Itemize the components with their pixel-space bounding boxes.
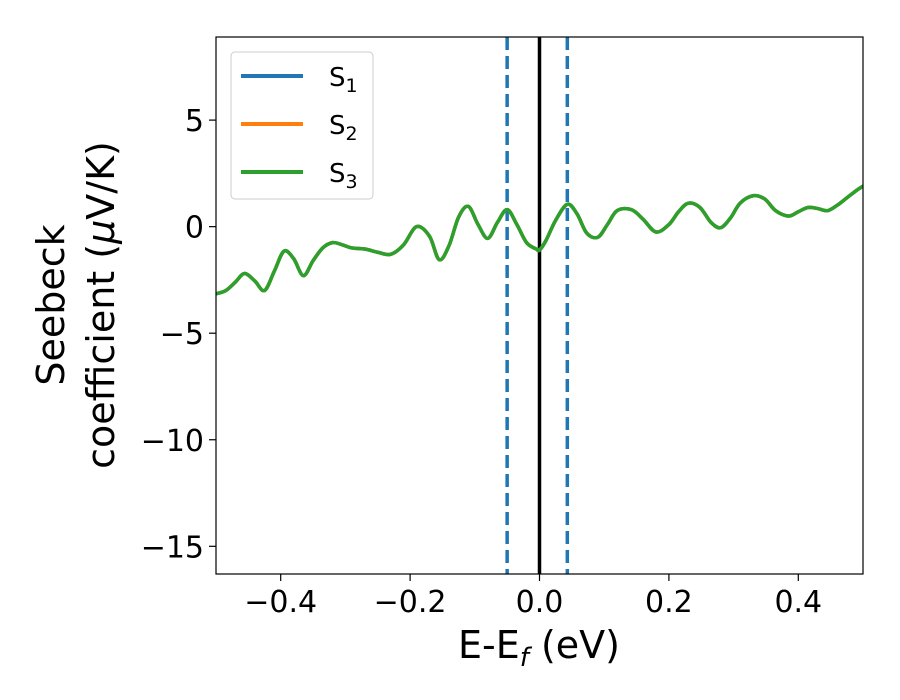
y-tick-label: 0 [185,211,204,246]
y-axis-label-text: coefficient ( [79,244,123,469]
legend-entry-s1: S1 [241,63,358,97]
x-tick-label: 0.2 [645,585,693,620]
y-axis-label-line1: Seebeck [29,224,73,385]
legend-label-s2: S2 [329,111,358,145]
y-axis-ticks: −15 −10 −5 0 5 [141,104,216,565]
x-tick-label: −0.2 [374,585,447,620]
legend: S1 S2 S3 [230,51,374,200]
series-lines [216,184,863,296]
y-axis-label-mu: μ [79,220,123,245]
x-axis-label: E-Ef (eV) [458,623,620,673]
y-tick-label: −5 [160,317,204,352]
x-tick-label: −0.4 [244,585,317,620]
y-tick-label: −10 [141,424,204,459]
series-line-s3 [216,184,863,296]
x-axis-ticks: −0.4 −0.2 0.0 0.2 0.4 [244,574,822,620]
y-tick-label: 5 [185,104,204,139]
legend-label-s1: S1 [329,63,358,97]
y-tick-label: −15 [141,530,204,565]
y-axis-label-line2: coefficient (μV/K) [79,141,123,469]
x-tick-label: 0.0 [516,585,564,620]
x-axis-label-unit: (eV) [529,623,620,667]
y-axis-label-unit: V/K) [79,141,123,220]
x-tick-label: 0.4 [774,585,822,620]
x-axis-label-base: E-E [458,623,520,667]
legend-entry-s2: S2 [241,111,358,145]
legend-entry-s3: S3 [241,159,358,193]
reference-lines [505,37,570,574]
legend-label-s3: S3 [329,159,358,193]
y-axis-label: Seebeck coefficient (μV/K) [29,141,123,469]
